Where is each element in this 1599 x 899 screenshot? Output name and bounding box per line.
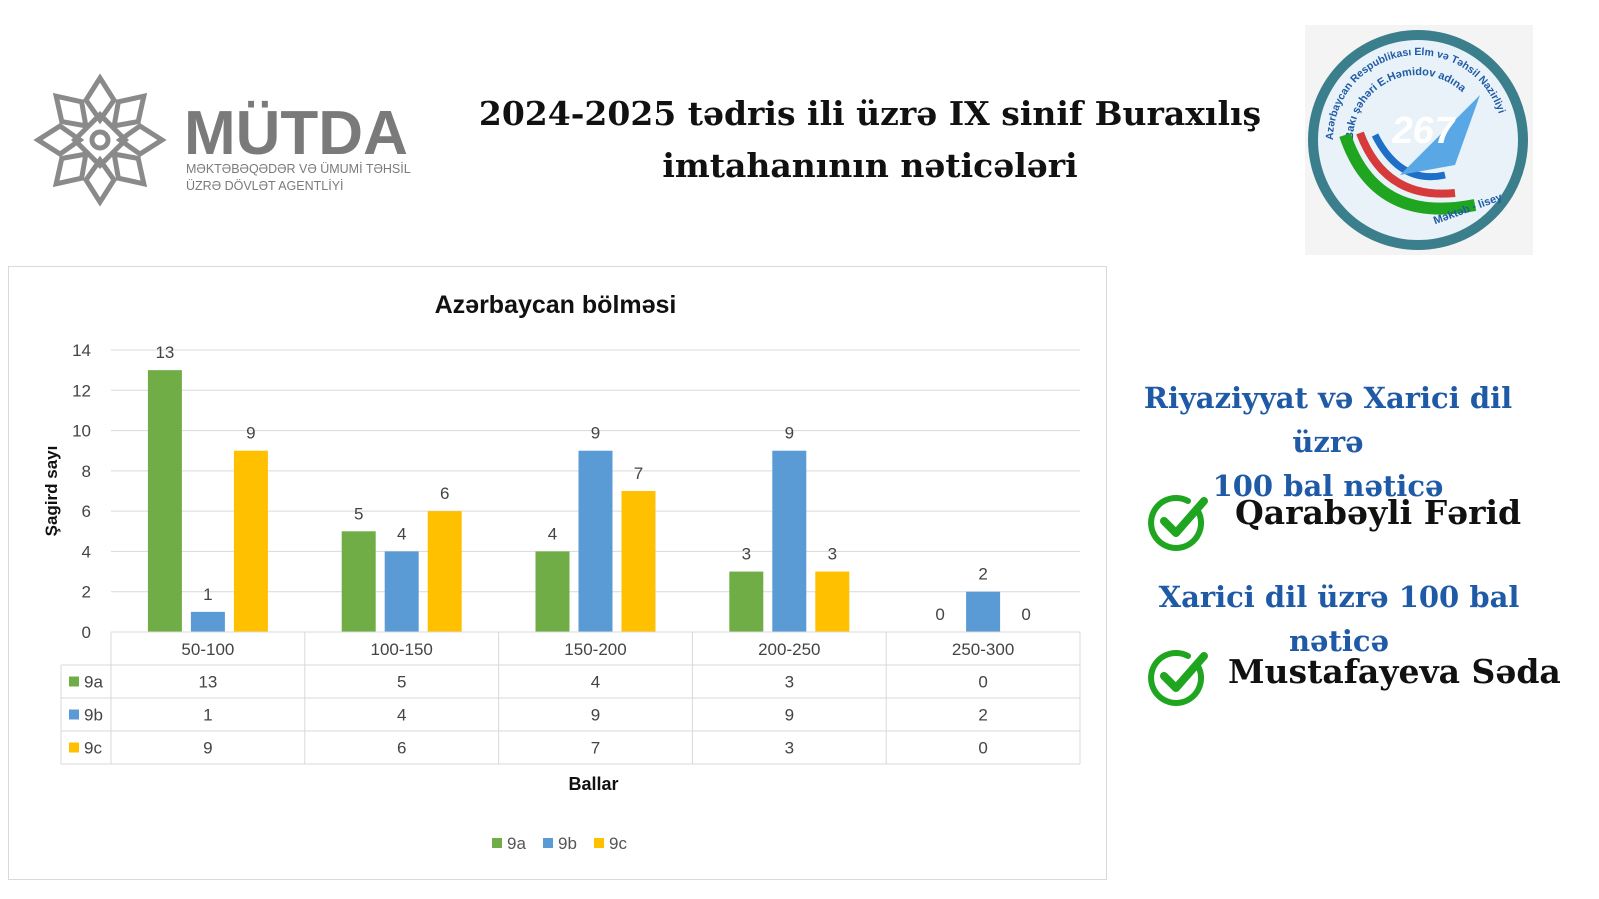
legend-swatch-9b xyxy=(543,838,553,848)
table-cell: 1 xyxy=(203,706,212,725)
table-row-label: 9c xyxy=(84,739,102,758)
data-label: 9 xyxy=(785,424,794,443)
math-foreign-heading-line-2: 100 bal nəticə xyxy=(1212,469,1444,503)
table-cell: 2 xyxy=(978,706,987,725)
y-axis-label: Şagird sayı xyxy=(42,446,61,537)
data-label: 3 xyxy=(742,545,751,564)
math-foreign-heading: Riyaziyyat və Xarici dil üzrə 100 bal nə… xyxy=(1108,376,1548,508)
bar-9a xyxy=(341,531,376,632)
student-name-1: Qarabəyli Fərid xyxy=(1235,493,1522,532)
ornament-logo-icon xyxy=(33,73,167,207)
checkmark-circle-icon xyxy=(1148,648,1210,706)
table-cell: 7 xyxy=(591,739,600,758)
y-tick-label: 6 xyxy=(82,502,91,521)
data-label: 1 xyxy=(203,585,212,604)
table-cell: 3 xyxy=(785,739,794,758)
x-tick-label: 250-300 xyxy=(952,640,1014,659)
x-tick-label: 50-100 xyxy=(181,640,234,659)
y-tick-label: 10 xyxy=(72,422,91,441)
table-cell: 9 xyxy=(785,706,794,725)
data-label: 5 xyxy=(354,504,363,523)
legend-key-9c xyxy=(69,742,79,753)
legend-swatch-9a xyxy=(492,838,502,848)
y-tick-label: 4 xyxy=(82,542,91,561)
bar-9c xyxy=(233,450,268,632)
table-cell: 0 xyxy=(978,673,987,692)
legend-label-9b: 9b xyxy=(558,834,577,853)
data-label: 13 xyxy=(155,343,174,362)
page-title: 2024-2025 tədris ili üzrə IX sinif Burax… xyxy=(455,88,1285,192)
table-cell: 4 xyxy=(397,706,406,725)
data-label: 0 xyxy=(935,605,944,624)
bar-9b xyxy=(772,450,807,632)
y-tick-label: 2 xyxy=(82,583,91,602)
table-cell: 5 xyxy=(397,673,406,692)
checkmark-circle-icon xyxy=(1148,493,1210,551)
logo-subtitle-2: ÜZRƏ DÖVLƏT AGENTLİYİ xyxy=(186,179,344,193)
data-label: 7 xyxy=(634,464,643,483)
page-title-line-2: imtahanının nəticələri xyxy=(662,146,1078,185)
table-cell: 9 xyxy=(591,706,600,725)
y-tick-label: 0 xyxy=(82,623,91,642)
math-foreign-heading-line-1: Riyaziyyat və Xarici dil üzrə xyxy=(1143,381,1513,459)
legend-label-9a: 9a xyxy=(507,834,526,853)
y-tick-label: 12 xyxy=(72,381,91,400)
bar-9a xyxy=(535,551,570,632)
data-label: 3 xyxy=(828,545,837,564)
y-tick-label: 14 xyxy=(72,341,91,360)
x-tick-label: 150-200 xyxy=(564,640,626,659)
legend-label-9c: 9c xyxy=(609,834,627,853)
bar-9a xyxy=(147,370,182,632)
chart-title: Azərbaycan bölməsi xyxy=(435,291,677,319)
x-tick-label: 200-250 xyxy=(758,640,820,659)
bar-9b xyxy=(578,450,613,632)
table-cell: 3 xyxy=(785,673,794,692)
table-row-label: 9b xyxy=(84,706,103,725)
student-name-2: Mustafayeva Səda xyxy=(1228,652,1561,691)
school-seal: Azərbaycan Respublikası Elm və Təhsil Na… xyxy=(1305,25,1533,255)
bar-9c xyxy=(427,511,462,632)
data-label: 9 xyxy=(246,424,255,443)
data-label: 0 xyxy=(1021,605,1030,624)
legend-key-9a xyxy=(69,676,79,687)
data-label: 9 xyxy=(591,424,600,443)
logo-subtitle-1: MƏKTƏBƏQƏDƏR VƏ ÜMUMİ TƏHSİL xyxy=(186,162,411,176)
foreign-language-heading: Xarici dil üzrə 100 bal nəticə xyxy=(1158,580,1520,658)
school-seal-icon: Azərbaycan Respublikası Elm və Təhsil Na… xyxy=(1308,30,1528,250)
legend-key-9b xyxy=(69,709,79,720)
table-cell: 13 xyxy=(198,673,217,692)
bar-9b xyxy=(190,611,225,632)
table-row-label: 9a xyxy=(84,673,103,692)
bar-9c xyxy=(621,491,656,632)
table-cell: 0 xyxy=(978,739,987,758)
legend-swatch-9c xyxy=(594,838,604,848)
bar-9a xyxy=(729,571,764,632)
bar-9c xyxy=(815,571,850,632)
seal-number: 267 xyxy=(1389,109,1458,152)
bar-9b xyxy=(384,551,419,632)
x-tick-label: 100-150 xyxy=(371,640,433,659)
table-cell: 6 xyxy=(397,739,406,758)
data-label: 4 xyxy=(548,524,557,543)
page-title-line-1: 2024-2025 tədris ili üzrə IX sinif Burax… xyxy=(478,94,1262,133)
table-cell: 4 xyxy=(591,673,600,692)
data-label: 2 xyxy=(978,565,987,584)
data-label: 6 xyxy=(440,484,449,503)
x-axis-label: Ballar xyxy=(568,774,618,794)
table-cell: 9 xyxy=(203,739,212,758)
mutda-logo: MÜTDA MƏKTƏBƏQƏDƏR VƏ ÜMUMİ TƏHSİL ÜZRƏ … xyxy=(28,66,448,216)
y-tick-label: 8 xyxy=(82,462,91,481)
logo-name: MÜTDA xyxy=(184,99,408,168)
data-label: 4 xyxy=(397,524,406,543)
bar-9b xyxy=(966,591,1001,632)
